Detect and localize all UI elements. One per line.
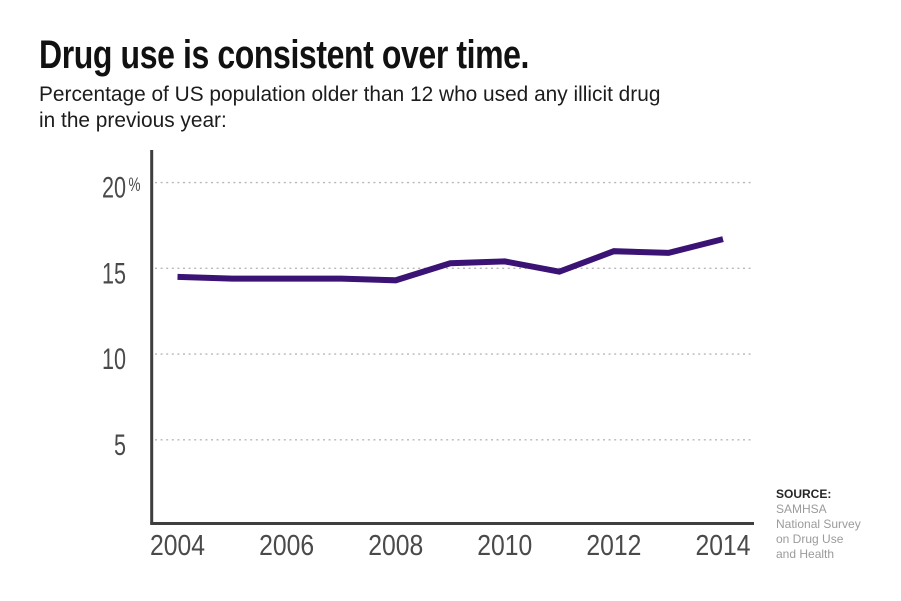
x-tick-label: 2008: [368, 530, 423, 562]
y-tick-label: 20: [102, 172, 126, 205]
source-line: National Survey: [776, 517, 861, 531]
chart-subtitle-line2: in the previous year:: [39, 108, 227, 132]
source-label: SOURCE:: [776, 487, 832, 501]
source-line: and Health: [776, 547, 835, 561]
source-line: SAMHSA: [776, 502, 827, 516]
chart-subtitle: Percentage of US population older than 1…: [39, 81, 660, 133]
y-tick-label: 15: [102, 257, 126, 290]
data-series-line: [177, 236, 724, 284]
percent-sign: %: [129, 175, 141, 196]
page-title: Drug use is consistent over time.: [39, 33, 530, 77]
source-line: on Drug Use: [776, 532, 844, 546]
x-tick-label: 2014: [696, 530, 751, 562]
source-block: SOURCE: SAMHSA National Survey on Drug U…: [776, 487, 896, 562]
x-tick-label: 2006: [259, 530, 314, 562]
x-tick-label: 2004: [150, 530, 205, 562]
x-tick-label: 2012: [586, 530, 641, 562]
y-tick-label: 5: [114, 429, 126, 462]
y-tick-label: 10: [102, 343, 126, 376]
x-tick-label: 2010: [477, 530, 532, 562]
chart-subtitle-line1: Percentage of US population older than 1…: [39, 82, 661, 106]
